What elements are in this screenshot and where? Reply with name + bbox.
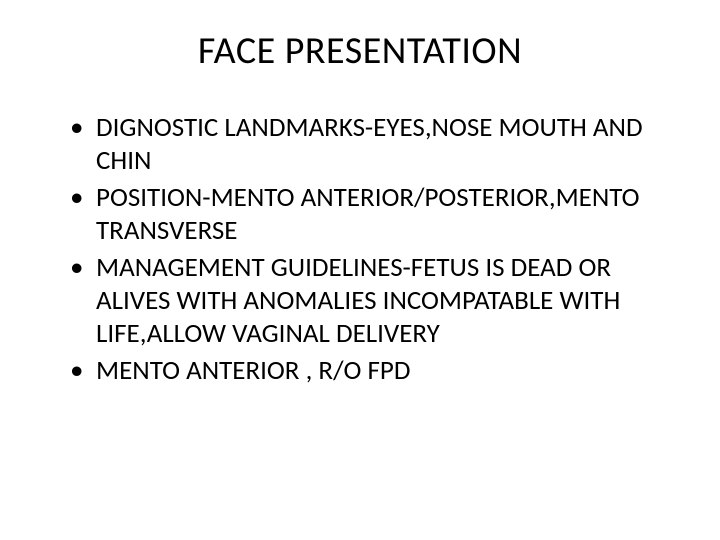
slide-title: FACE PRESENTATION [40, 28, 680, 74]
list-item: POSITION-MENTO ANTERIOR/POSTERIOR,MENTO … [70, 182, 680, 248]
list-item: MANAGEMENT GUIDELINES-FETUS IS DEAD OR A… [70, 252, 680, 351]
list-item: DIGNOSTIC LANDMARKS-EYES,NOSE MOUTH AND … [70, 112, 680, 178]
list-item: MENTO ANTERIOR , R/O FPD [70, 355, 680, 388]
slide: FACE PRESENTATION DIGNOSTIC LANDMARKS-EY… [0, 0, 720, 540]
bullet-list: DIGNOSTIC LANDMARKS-EYES,NOSE MOUTH AND … [40, 112, 680, 388]
